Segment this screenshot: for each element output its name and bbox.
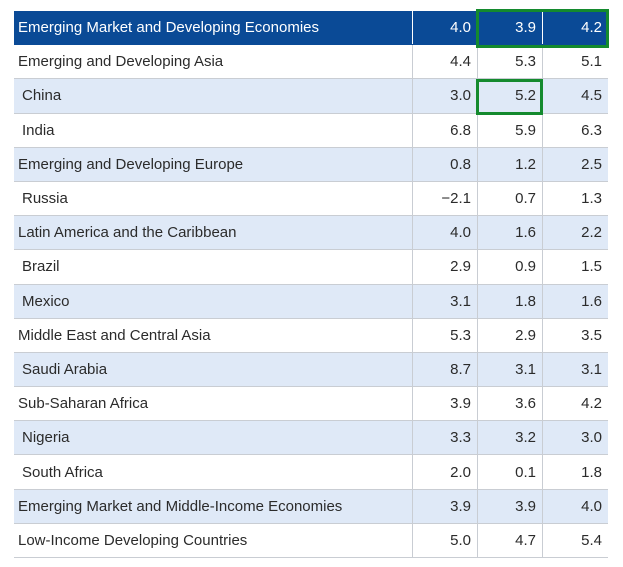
value-cell: 0.1: [477, 455, 542, 489]
row-label: Mexico: [22, 292, 70, 310]
value-cell: 5.9: [477, 113, 542, 147]
row-label: Nigeria: [22, 429, 70, 447]
value-cell: 4.0: [412, 216, 477, 250]
value-cell: 3.9: [412, 489, 477, 523]
row-label: Saudi Arabia: [22, 360, 108, 378]
value-cell: 3.6: [477, 387, 542, 421]
value-cell: 1.5: [542, 250, 608, 284]
value-cell: 4.0: [542, 489, 608, 523]
value-cell: 0.9: [477, 250, 542, 284]
row-label: Middle East and Central Asia: [18, 326, 211, 344]
value-cell: 4.4: [412, 45, 477, 79]
table-row: Mexico 3.1 1.8 1.6: [14, 284, 608, 319]
value-cell: 4.2: [542, 387, 608, 421]
value-cell: 5.2: [477, 79, 542, 113]
table-row: China 3.0 5.2 4.5: [14, 79, 608, 114]
value-cell: 1.2: [477, 147, 542, 181]
value-cell: 4.7: [477, 523, 542, 557]
value-cell: 3.3: [412, 421, 477, 455]
value-cell: 5.1: [542, 45, 608, 79]
table-row: Emerging Market and Middle-Income Econom…: [14, 489, 608, 524]
value-cell: 1.6: [477, 216, 542, 250]
value-cell: 2.0: [412, 455, 477, 489]
value-cell: 1.3: [542, 181, 608, 216]
table-header-row: Emerging Market and Developing Economies…: [14, 11, 608, 46]
value-cell: 3.2: [477, 421, 542, 455]
value-cell: 2.2: [542, 216, 608, 250]
row-label: Low-Income Developing Countries: [18, 531, 248, 549]
value-cell: 5.4: [542, 523, 608, 557]
value-cell: 4.0: [412, 11, 477, 45]
row-label: Emerging Market and Middle-Income Econom…: [18, 497, 343, 515]
value-cell: 5.3: [477, 45, 542, 79]
value-cell: 2.5: [542, 147, 608, 181]
value-cell: 0.7: [477, 181, 542, 216]
table-row: Saudi Arabia 8.7 3.1 3.1: [14, 352, 608, 388]
table-row: Brazil 2.9 0.9 1.5: [14, 250, 608, 285]
table-row: South Africa 2.0 0.1 1.8: [14, 455, 608, 490]
value-cell: 3.1: [412, 284, 477, 318]
table-row: Emerging and Developing Asia 4.4 5.3 5.1: [14, 45, 608, 80]
row-label: Russia: [22, 190, 68, 208]
value-cell: 3.0: [542, 421, 608, 455]
value-cell: 3.9: [412, 387, 477, 421]
value-cell: 6.3: [542, 113, 608, 147]
row-label: Emerging Market and Developing Economies: [18, 19, 319, 37]
table-row: India 6.8 5.9 6.3: [14, 113, 608, 148]
value-cell: −2.1: [412, 181, 477, 216]
value-cell: 3.1: [477, 352, 542, 387]
value-cell: 4.5: [542, 79, 608, 113]
table-row: Emerging and Developing Europe 0.8 1.2 2.5: [14, 147, 608, 182]
table-row: Sub-Saharan Africa 3.9 3.6 4.2: [14, 387, 608, 422]
value-cell: 3.1: [542, 352, 608, 387]
value-cell: 3.9: [477, 11, 542, 45]
value-cell: 0.8: [412, 147, 477, 181]
value-cell: 8.7: [412, 352, 477, 387]
value-cell: 3.5: [542, 318, 608, 352]
row-label: Sub-Saharan Africa: [18, 395, 149, 413]
table-row: Nigeria 3.3 3.2 3.0: [14, 421, 608, 456]
row-label: Emerging and Developing Europe: [18, 155, 244, 173]
value-cell: 1.8: [477, 284, 542, 318]
row-label: Latin America and the Caribbean: [18, 224, 237, 242]
row-label: South Africa: [22, 463, 103, 481]
value-cell: 2.9: [477, 318, 542, 352]
value-cell: 1.6: [542, 284, 608, 318]
value-cell: 5.3: [412, 318, 477, 352]
value-cell: 3.0: [412, 79, 477, 113]
table-row: Latin America and the Caribbean 4.0 1.6 2.2: [14, 216, 608, 251]
table-row: Low-Income Developing Countries 5.0 4.7 5.4: [14, 523, 608, 558]
row-label: Emerging and Developing Asia: [18, 53, 224, 71]
value-cell: 2.9: [412, 250, 477, 284]
row-label: China: [22, 87, 62, 105]
growth-table: Emerging Market and Developing Economies…: [14, 11, 608, 558]
row-label: India: [22, 121, 55, 139]
value-cell: 1.8: [542, 455, 608, 489]
table-row: Russia −2.1 0.7 1.3: [14, 181, 608, 217]
value-cell: 3.9: [477, 489, 542, 523]
table-row: Middle East and Central Asia 5.3 2.9 3.5: [14, 318, 608, 353]
row-label: Brazil: [22, 258, 60, 276]
value-cell: 5.0: [412, 523, 477, 557]
value-cell: 6.8: [412, 113, 477, 147]
value-cell: 4.2: [542, 11, 608, 45]
